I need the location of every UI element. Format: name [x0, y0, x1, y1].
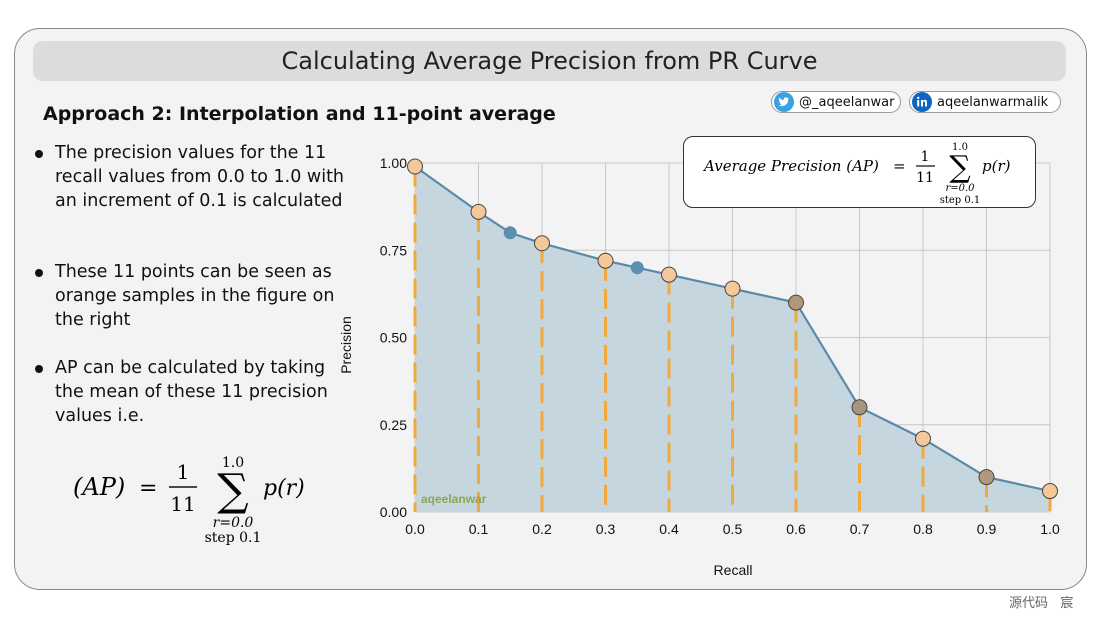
bullet-dot — [35, 269, 43, 277]
linkedin-handle: aqeelanwarmalik — [937, 94, 1049, 110]
twitter-handle-badge[interactable]: @_aqeelanwar — [771, 91, 901, 113]
sum-lower-limit: r=0.0 — [213, 515, 254, 531]
sample-point — [1042, 483, 1058, 500]
sample-point — [851, 399, 868, 416]
sample-point — [724, 280, 741, 297]
bullet-text: The precision values for the 11 recall v… — [55, 143, 345, 211]
formula-box-term: p(r) — [982, 157, 1011, 175]
logo-watermark: aqeelanwar — [421, 492, 487, 506]
sum-upper-limit: 1.0 — [222, 455, 244, 471]
twitter-handle: @_aqeelanwar — [799, 94, 895, 110]
formula-box-sigma: ∑ — [949, 150, 971, 185]
formula-box-numerator: 1 — [921, 149, 930, 165]
sample-point — [534, 235, 550, 252]
formula-term: p(r) — [263, 476, 305, 501]
formula-box-sum-upper: 1.0 — [952, 142, 968, 153]
formula-box-sum-lower: r=0.0 — [945, 183, 975, 194]
sample-point — [597, 252, 614, 269]
page-title: Calculating Average Precision from PR Cu… — [33, 41, 1066, 81]
x-tick-label: 1.0 — [1040, 521, 1060, 537]
x-tick-label: 0.0 — [405, 521, 425, 537]
section-subtitle: Approach 2: Interpolation and 11-point a… — [43, 103, 556, 125]
sample-point — [915, 430, 931, 447]
bullet-item: These 11 points can be seen as orange sa… — [35, 260, 355, 332]
x-tick-label: 0.7 — [850, 521, 870, 537]
x-tick-label: 0.5 — [723, 521, 743, 537]
sample-point — [978, 469, 995, 486]
bullet-text: These 11 points can be seen as orange sa… — [55, 262, 335, 330]
twitter-icon — [774, 92, 794, 112]
bullet-dot — [35, 150, 43, 158]
x-axis-label: Recall — [714, 562, 753, 578]
bullet-dot — [35, 365, 43, 373]
source-watermark: 源代码 宸 — [1009, 596, 1074, 611]
formula-denominator: 11 — [170, 492, 195, 516]
formula-box-sum-step: step 0.1 — [940, 195, 981, 206]
formula-box-equals: = — [893, 157, 906, 175]
x-tick-label: 0.8 — [913, 521, 933, 537]
formula-box-lhs: Average Precision (AP) — [702, 157, 879, 175]
y-tick-label: 1.00 — [380, 155, 407, 171]
y-tick-label: 0.50 — [380, 330, 407, 346]
ap-formula-box: Average Precision (AP) = 1 11 1.0 ∑ r=0.… — [683, 136, 1036, 208]
sigma-symbol: ∑ — [217, 465, 248, 516]
bullet-item: AP can be calculated by taking the mean … — [35, 356, 355, 428]
sample-point — [470, 203, 487, 220]
formula-lhs: (AP) — [73, 473, 125, 501]
x-tick-label: 0.4 — [659, 521, 679, 537]
x-tick-label: 0.1 — [469, 521, 489, 537]
formula-box-denominator: 11 — [916, 170, 934, 186]
sample-point — [661, 266, 677, 283]
curve-point — [503, 226, 517, 240]
x-tick-label: 0.9 — [977, 521, 997, 537]
x-tick-label: 0.2 — [532, 521, 552, 537]
bullet-item: The precision values for the 11 recall v… — [35, 141, 355, 213]
curve-point — [630, 261, 644, 275]
y-tick-label: 0.00 — [380, 504, 407, 520]
x-tick-label: 0.3 — [596, 521, 616, 537]
y-axis-label: Precision — [338, 316, 354, 374]
sum-step: step 0.1 — [205, 530, 262, 545]
formula-equals: = — [139, 476, 157, 501]
formula-numerator: 1 — [177, 460, 190, 484]
y-tick-label: 0.75 — [380, 242, 407, 258]
ap-formula: (AP) = 1 11 1.0 ∑ r=0.0 step 0.1 p(r) — [73, 447, 333, 546]
x-tick-label: 0.6 — [786, 521, 806, 537]
bullet-text: AP can be calculated by taking the mean … — [55, 358, 328, 426]
linkedin-icon — [912, 92, 932, 112]
sample-point — [788, 294, 804, 311]
sample-point — [407, 158, 423, 175]
y-tick-label: 0.25 — [380, 417, 407, 433]
linkedin-handle-badge[interactable]: aqeelanwarmalik — [909, 91, 1061, 113]
